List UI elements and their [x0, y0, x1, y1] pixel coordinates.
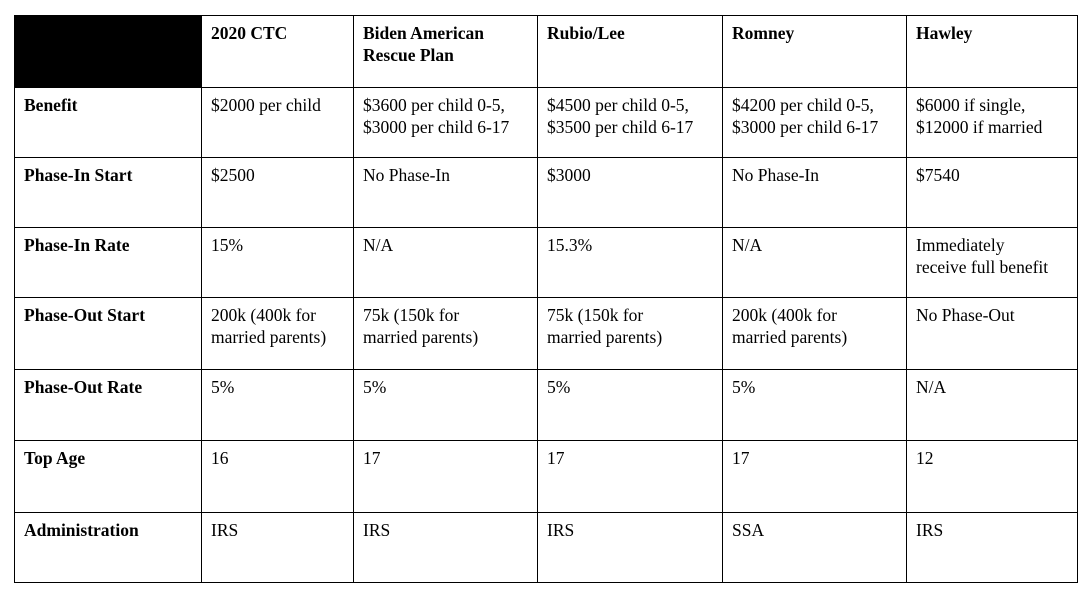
- table-row: Phase-In Start $2500 No Phase-In $3000 N…: [14, 157, 1078, 228]
- table-cell: IRS: [353, 512, 538, 583]
- table-cell: 75k (150k for married parents): [353, 297, 538, 370]
- table-cell: Immediately receive full benefit: [906, 227, 1078, 298]
- table-cell: N/A: [906, 369, 1078, 441]
- table-cell: No Phase-Out: [906, 297, 1078, 370]
- table-row: Phase-Out Start 200k (400k for married p…: [14, 297, 1078, 370]
- table-cell: IRS: [201, 512, 354, 583]
- row-label: Administration: [14, 512, 202, 583]
- table-cell: $3000: [537, 157, 723, 228]
- table-row: Phase-In Rate 15% N/A 15.3% N/A Immediat…: [14, 227, 1078, 298]
- table-cell: 16: [201, 440, 354, 513]
- table-cell: No Phase-In: [353, 157, 538, 228]
- row-label: Phase-In Start: [14, 157, 202, 228]
- table-cell: 5%: [722, 369, 907, 441]
- row-label: Phase-Out Rate: [14, 369, 202, 441]
- table-cell: N/A: [353, 227, 538, 298]
- row-label: Benefit: [14, 87, 202, 158]
- column-header: 2020 CTC: [201, 15, 354, 88]
- table-row: Phase-Out Rate 5% 5% 5% 5% N/A: [14, 369, 1078, 441]
- table-cell: 15.3%: [537, 227, 723, 298]
- table-cell: 17: [353, 440, 538, 513]
- table-cell: $3600 per child 0-5, $3000 per child 6-1…: [353, 87, 538, 158]
- table-cell: $4200 per child 0-5, $3000 per child 6-1…: [722, 87, 907, 158]
- table-row: Administration IRS IRS IRS SSA IRS: [14, 512, 1078, 583]
- table-cell: 5%: [201, 369, 354, 441]
- column-header: Romney: [722, 15, 907, 88]
- column-header: Biden American Rescue Plan: [353, 15, 538, 88]
- row-label: Phase-Out Start: [14, 297, 202, 370]
- table-cell: SSA: [722, 512, 907, 583]
- column-header: Rubio/Lee: [537, 15, 723, 88]
- table-cell: $4500 per child 0-5, $3500 per child 6-1…: [537, 87, 723, 158]
- table-cell: 5%: [537, 369, 723, 441]
- comparison-table: 2020 CTC Biden American Rescue Plan Rubi…: [14, 15, 1078, 583]
- table-row: Benefit $2000 per child $3600 per child …: [14, 87, 1078, 158]
- table-cell: 5%: [353, 369, 538, 441]
- table-cell: 17: [537, 440, 723, 513]
- row-label: Phase-In Rate: [14, 227, 202, 298]
- table-header-row: 2020 CTC Biden American Rescue Plan Rubi…: [14, 15, 1078, 88]
- table-cell: IRS: [537, 512, 723, 583]
- table-cell: $6000 if single, $12000 if married: [906, 87, 1078, 158]
- table-cell: 17: [722, 440, 907, 513]
- table-cell: 200k (400k for married parents): [722, 297, 907, 370]
- table-cell: $2000 per child: [201, 87, 354, 158]
- table-cell: 200k (400k for married parents): [201, 297, 354, 370]
- column-header: Hawley: [906, 15, 1078, 88]
- table-cell: 12: [906, 440, 1078, 513]
- table-cell: No Phase-In: [722, 157, 907, 228]
- table-cell: IRS: [906, 512, 1078, 583]
- corner-cell: [14, 15, 202, 88]
- table-row: Top Age 16 17 17 17 12: [14, 440, 1078, 513]
- table-cell: 15%: [201, 227, 354, 298]
- table-cell: N/A: [722, 227, 907, 298]
- table-cell: $2500: [201, 157, 354, 228]
- row-label: Top Age: [14, 440, 202, 513]
- table-cell: 75k (150k for married parents): [537, 297, 723, 370]
- table-cell: $7540: [906, 157, 1078, 228]
